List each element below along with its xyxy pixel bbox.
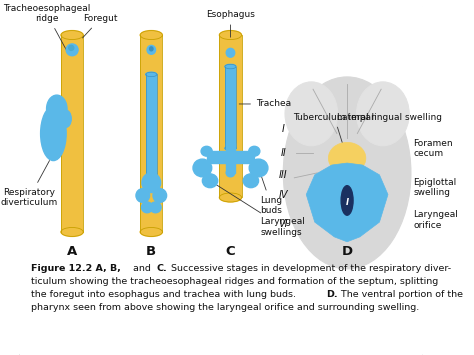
Text: A: A: [67, 245, 77, 258]
Ellipse shape: [150, 202, 161, 213]
Bar: [207, 151, 255, 163]
Ellipse shape: [66, 44, 78, 56]
Ellipse shape: [249, 146, 260, 156]
Bar: [140, 35, 163, 232]
Ellipse shape: [225, 64, 236, 69]
Text: pharynx seen from above showing the laryngeal orifice and surrounding swelling.: pharynx seen from above showing the lary…: [31, 303, 419, 312]
Ellipse shape: [153, 189, 167, 202]
Text: III: III: [279, 170, 288, 180]
Ellipse shape: [61, 228, 83, 236]
Text: D.: D.: [326, 290, 337, 299]
Text: D: D: [342, 245, 353, 258]
Ellipse shape: [219, 31, 242, 39]
Text: B: B: [146, 245, 156, 258]
Bar: [225, 67, 236, 148]
Text: Esophagus: Esophagus: [206, 10, 255, 37]
Text: Successive stages in development of the respiratory diver-: Successive stages in development of the …: [168, 264, 451, 273]
Text: Laryngeal
swellings: Laryngeal swellings: [212, 182, 305, 236]
Ellipse shape: [356, 82, 409, 146]
Text: Trachea: Trachea: [239, 99, 291, 109]
Text: the foregut into esophagus and trachea with lung buds.: the foregut into esophagus and trachea w…: [31, 290, 299, 299]
Ellipse shape: [146, 180, 157, 185]
Text: Foregut: Foregut: [82, 14, 118, 38]
Bar: [226, 143, 235, 173]
Ellipse shape: [202, 174, 218, 188]
Text: Respiratory
diverticulum: Respiratory diverticulum: [1, 160, 58, 207]
Text: VI: VI: [279, 219, 288, 229]
Bar: [219, 35, 242, 197]
Polygon shape: [306, 163, 388, 242]
Ellipse shape: [226, 48, 235, 57]
Text: and: and: [130, 264, 154, 273]
Text: I: I: [346, 198, 349, 207]
Ellipse shape: [283, 77, 411, 269]
Ellipse shape: [140, 31, 163, 39]
Ellipse shape: [69, 45, 74, 50]
Ellipse shape: [142, 173, 161, 192]
Text: Figure 12.2 A, B,: Figure 12.2 A, B,: [31, 264, 121, 273]
Text: Lateral lingual swelling: Lateral lingual swelling: [337, 113, 442, 122]
Ellipse shape: [142, 202, 153, 213]
Text: Foramen
cecum: Foramen cecum: [413, 138, 453, 158]
Ellipse shape: [147, 45, 155, 54]
Ellipse shape: [193, 159, 212, 177]
Ellipse shape: [285, 82, 338, 146]
Bar: [146, 75, 157, 183]
Text: Epiglottal
swelling: Epiglottal swelling: [413, 178, 457, 197]
Ellipse shape: [225, 146, 236, 151]
Text: Tuberculum impar: Tuberculum impar: [293, 113, 375, 155]
Ellipse shape: [46, 95, 67, 123]
Ellipse shape: [219, 193, 242, 202]
Ellipse shape: [328, 142, 366, 174]
Text: Laryngeal
orifice: Laryngeal orifice: [413, 211, 458, 230]
Text: ticulum showing the tracheoesophageal ridges and formation of the septum, splitt: ticulum showing the tracheoesophageal ri…: [31, 277, 438, 286]
Ellipse shape: [150, 47, 153, 51]
Ellipse shape: [226, 169, 235, 177]
Text: C.: C.: [156, 264, 167, 273]
Ellipse shape: [41, 106, 66, 160]
Text: IV: IV: [279, 190, 288, 200]
Text: II: II: [281, 148, 286, 158]
Text: I: I: [282, 124, 285, 133]
Ellipse shape: [243, 174, 258, 188]
Ellipse shape: [59, 110, 71, 127]
Text: Lung
buds: Lung buds: [259, 171, 283, 215]
Text: The ventral portion of the: The ventral portion of the: [338, 290, 464, 299]
Text: Tracheoesophageal
ridge: Tracheoesophageal ridge: [3, 4, 90, 50]
Ellipse shape: [249, 159, 268, 177]
Bar: [61, 35, 83, 232]
FancyBboxPatch shape: [18, 4, 425, 355]
Ellipse shape: [146, 72, 157, 77]
Ellipse shape: [201, 146, 212, 156]
Ellipse shape: [136, 189, 150, 202]
Ellipse shape: [341, 186, 353, 215]
Text: C: C: [226, 245, 235, 258]
Ellipse shape: [61, 31, 83, 39]
Ellipse shape: [140, 228, 163, 236]
